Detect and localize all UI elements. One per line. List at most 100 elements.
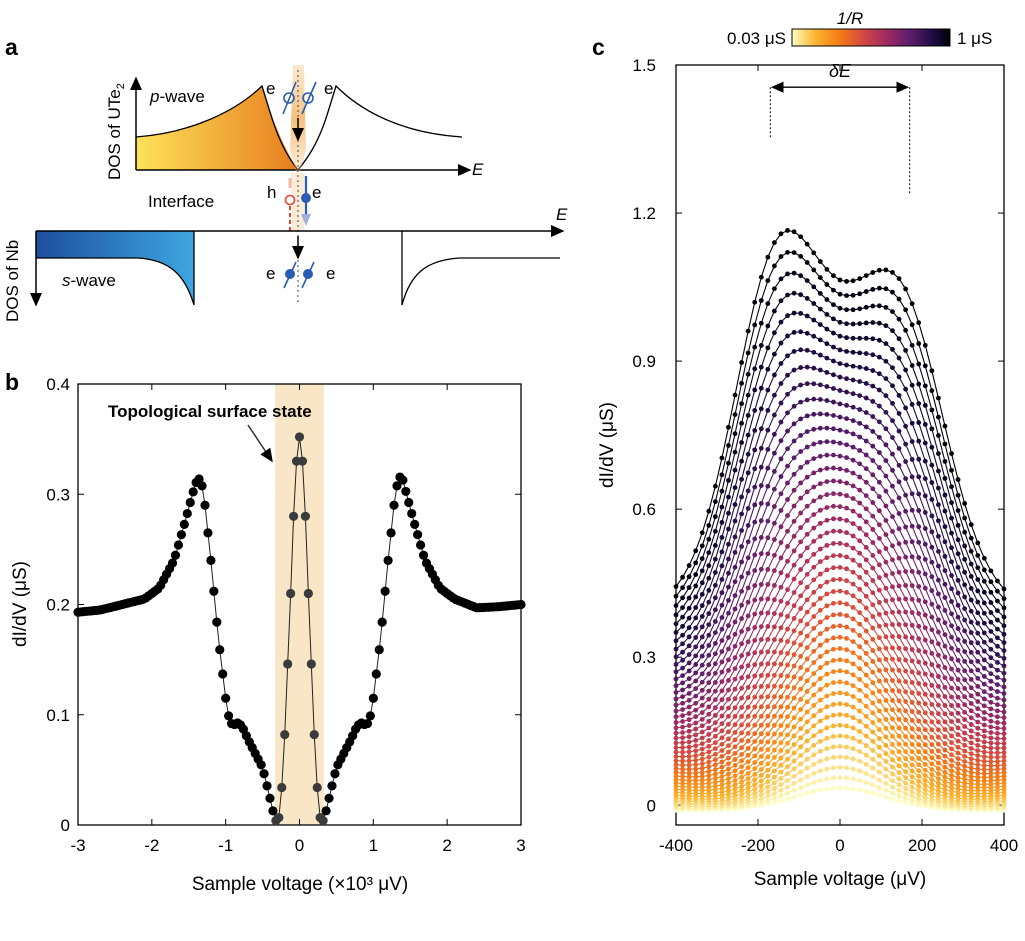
data-point-c [890, 667, 895, 673]
data-point-c [811, 625, 817, 631]
data-point-c [876, 535, 882, 541]
data-point-c [706, 718, 712, 724]
data-point-c [693, 693, 699, 699]
data-point-c [955, 694, 961, 700]
data-point-c [890, 609, 895, 615]
data-point-c [896, 622, 902, 627]
data-point-c [824, 479, 830, 484]
data-point-c [962, 668, 968, 674]
data-point-c [693, 700, 699, 706]
data-point-c [831, 624, 836, 629]
data-point-c [758, 320, 764, 326]
data-point-c [831, 577, 836, 583]
data-point-c [791, 674, 797, 680]
data-point-c [680, 657, 685, 663]
data-point-b [170, 550, 181, 560]
data-point-c [772, 624, 777, 630]
data-point-c [837, 744, 843, 749]
data-point-c [739, 758, 744, 764]
data-point-c [975, 610, 981, 616]
data-point-c [936, 693, 941, 699]
data-point-c [968, 784, 974, 790]
series-line-c [675, 251, 1005, 599]
data-point-c [673, 730, 679, 736]
data-point-c [837, 679, 843, 685]
data-point-c [909, 539, 915, 545]
data-point-c [1001, 631, 1007, 637]
data-point-c [890, 634, 895, 639]
data-point-c [804, 747, 810, 753]
data-point-c [857, 621, 863, 627]
data-point-c [1001, 741, 1007, 746]
data-point-c [706, 773, 712, 778]
data-point-c [831, 669, 836, 675]
data-point-c [752, 753, 758, 759]
data-point-c [772, 731, 777, 737]
data-point-c [903, 689, 908, 695]
data-point-c [857, 487, 863, 493]
data-point-c [680, 641, 685, 647]
data-point-c [719, 769, 725, 775]
data-point-c [732, 750, 738, 756]
data-point-c [857, 434, 863, 440]
data-point-c [916, 670, 922, 676]
data-point-c [785, 463, 790, 469]
data-point-c [831, 712, 836, 718]
data-point-c [896, 733, 902, 739]
dos-ute2-label: DOS of UTe [105, 89, 124, 180]
data-point-c [955, 770, 961, 776]
data-point-c [981, 589, 987, 595]
data-point-c [758, 713, 764, 719]
data-point-c [831, 344, 836, 350]
data-point-c [896, 462, 902, 468]
data-point-c [942, 703, 948, 708]
data-point-c [680, 762, 685, 768]
data-point-c [968, 677, 974, 682]
data-point-c [758, 610, 764, 616]
data-point-c [981, 639, 987, 645]
data-point-c [719, 563, 725, 569]
data-point-c [758, 445, 764, 451]
data-point-c [942, 568, 948, 574]
data-point-c [863, 438, 869, 444]
series-c [673, 310, 1007, 629]
xtick-label-c: 400 [990, 836, 1018, 855]
data-point-c [673, 766, 679, 772]
data-point-c [962, 748, 968, 754]
data-point-c [732, 757, 738, 762]
data-point-c [903, 800, 908, 805]
data-point-c [732, 392, 738, 398]
data-point-c [988, 655, 994, 661]
data-point-c [686, 728, 692, 734]
data-point-c [817, 259, 823, 264]
data-point-c [955, 718, 961, 724]
data-point-c [896, 749, 902, 755]
data-point-c [706, 764, 712, 770]
data-point-c [673, 714, 679, 720]
data-point-c [883, 742, 889, 748]
data-point-c [857, 550, 863, 556]
data-point-c [896, 526, 902, 532]
data-point-c [719, 753, 725, 759]
data-point-c [863, 617, 869, 623]
data-point-c [824, 649, 830, 655]
data-point-c [804, 667, 810, 673]
data-point-c [811, 349, 817, 355]
data-point-c [712, 651, 718, 657]
data-point-c [824, 626, 830, 632]
series-c [673, 364, 1007, 654]
electron-label-5: e [326, 264, 335, 283]
data-point-c [850, 593, 856, 599]
data-point-c [745, 776, 751, 782]
data-point-c [758, 624, 764, 629]
data-point-c [890, 778, 895, 784]
data-point-c [804, 571, 810, 577]
data-point-c [804, 756, 810, 762]
data-point-c [896, 645, 902, 651]
data-point-c [791, 503, 797, 509]
data-point-c [844, 744, 849, 750]
data-point-c [909, 491, 915, 497]
data-point-c [804, 558, 810, 564]
data-point-c [857, 335, 863, 341]
data-point-c [726, 667, 731, 673]
